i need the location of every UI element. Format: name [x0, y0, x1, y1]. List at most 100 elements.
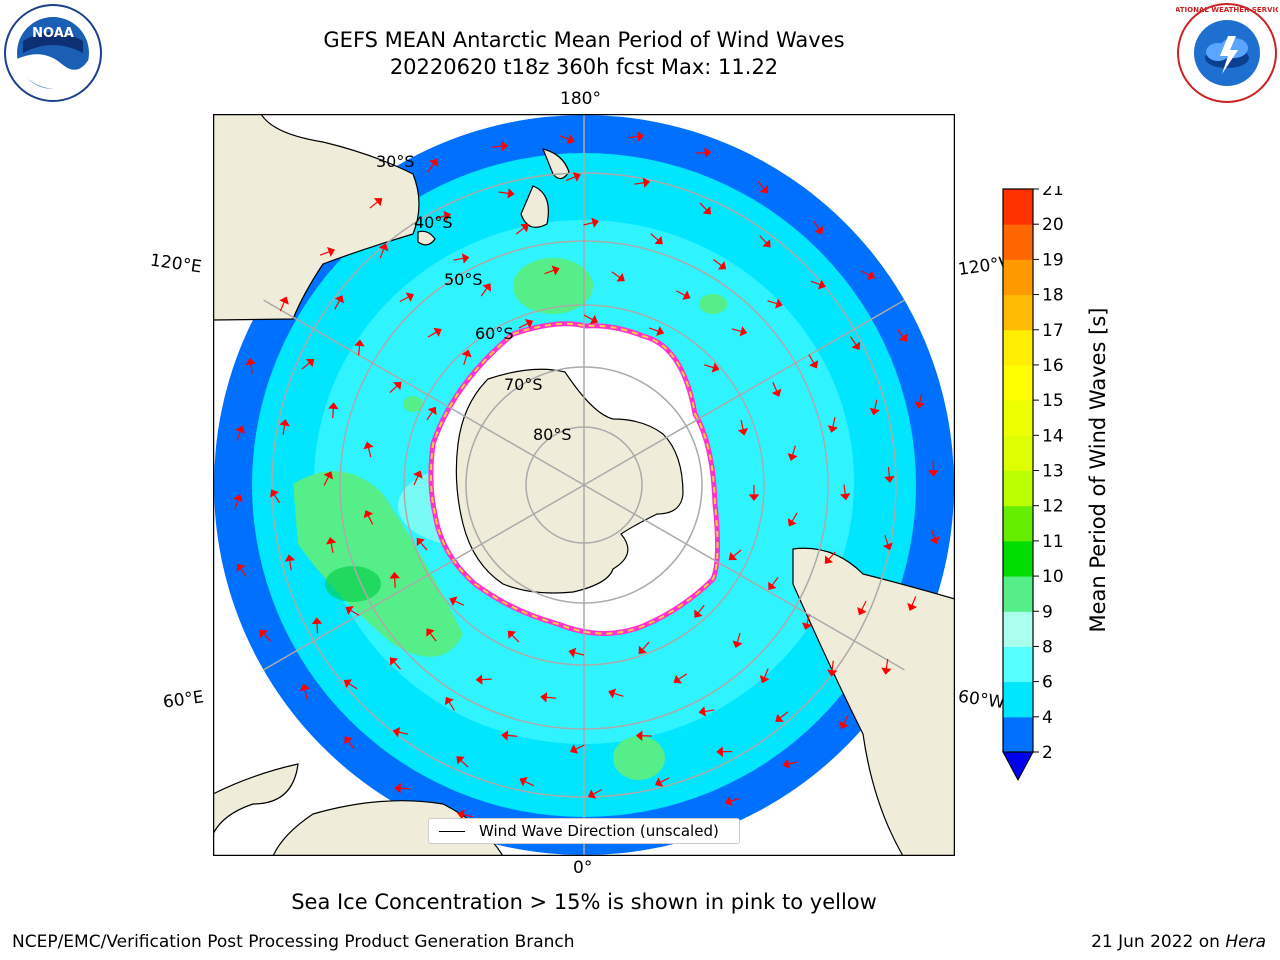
credit-text: NCEP/EMC/Verification Post Processing Pr… — [12, 932, 575, 952]
wave-arrow-shaft — [676, 290, 686, 297]
wave-arrow-head — [519, 776, 528, 787]
wave-arrow-shaft — [289, 560, 292, 571]
wave-arrow-head — [570, 744, 579, 754]
wave-arrow-shaft — [832, 417, 836, 428]
wave-arrow-shaft — [813, 220, 820, 230]
map-legend: Wind Wave Direction (unscaled) — [428, 818, 740, 844]
wave-arrow-head — [392, 727, 401, 738]
wave-arrow-shaft — [394, 577, 396, 588]
wave-arrow-shaft — [767, 300, 778, 305]
wave-arrow-shaft — [348, 682, 358, 690]
wave-arrow-shaft — [420, 542, 428, 551]
wave-arrow-head — [326, 537, 337, 545]
wave-arrow-head — [323, 471, 333, 480]
wave-arrow-head — [568, 647, 577, 658]
wave-arrow-shaft — [462, 813, 473, 818]
wave-arrow-shaft — [565, 176, 576, 182]
wave-arrow-head — [482, 283, 491, 292]
wave-arrow-head — [311, 617, 323, 625]
wave-arrow-head — [444, 696, 454, 706]
wave-arrow-head — [907, 602, 918, 612]
colorbar-block — [1003, 576, 1033, 612]
wave-arrow-head — [716, 746, 723, 758]
wave-arrow-shaft — [628, 135, 639, 139]
wave-arrow-head — [433, 327, 442, 337]
wave-arrow-shaft — [884, 535, 889, 545]
wave-arrow-shaft — [740, 419, 744, 430]
wave-arrow-shaft — [930, 529, 936, 539]
wave-arrow-head — [449, 596, 458, 607]
wave-arrow-head — [461, 253, 470, 264]
colorbar-tick-label: 21 — [1042, 186, 1064, 200]
wave-arrow-head — [929, 536, 940, 545]
wave-arrow-head — [608, 688, 617, 699]
colorbar-tick-label: 10 — [1042, 567, 1064, 587]
wave-arrow-shaft — [885, 658, 889, 669]
colorbar-tick-label: 13 — [1042, 462, 1064, 482]
wave-arrow-shaft — [263, 633, 272, 642]
wave-arrow-shaft — [453, 257, 464, 261]
lon-label-180: 180° — [560, 89, 601, 109]
wave-arrow-shaft — [369, 201, 379, 209]
wave-arrow-head — [824, 555, 834, 564]
lat-label-40s: 40°S — [414, 213, 453, 232]
wave-arrow-shaft — [426, 411, 434, 421]
wave-arrow-head — [284, 554, 296, 562]
lat-label-80s: 80°S — [533, 425, 572, 444]
colorbar-tick-label: 2 — [1042, 743, 1053, 763]
wave-arrow-shaft — [713, 259, 722, 267]
wave-arrow-head — [235, 425, 246, 434]
wave-arrow-shaft — [279, 301, 285, 312]
wave-arrow-head — [759, 185, 769, 194]
colorbar-tick-label: 9 — [1042, 602, 1053, 622]
machine-name: Hera — [1225, 932, 1266, 952]
wave-arrow-shaft — [887, 467, 891, 478]
lat-label-50s: 50°S — [444, 270, 483, 289]
wave-arrow-head — [826, 669, 838, 677]
wave-arrow-shaft — [393, 661, 401, 670]
wave-arrow-shaft — [648, 327, 659, 332]
wave-arrow-head — [782, 758, 790, 769]
graticule — [214, 115, 954, 855]
wave-arrow-head — [702, 206, 711, 215]
wave-arrow-shaft — [282, 424, 286, 435]
sea-ice-note: Sea Ice Concentration > 15% is shown in … — [291, 890, 877, 914]
wave-arrow-shaft — [592, 788, 603, 795]
wave-arrow-shaft — [574, 651, 585, 656]
wave-arrow-head — [724, 796, 733, 807]
legend-line-swatch — [439, 831, 465, 832]
colorbar-tick-label: 11 — [1042, 532, 1064, 552]
lon-label-60e: 60°E — [161, 687, 206, 713]
wave-arrow-shaft — [850, 336, 857, 346]
wave-arrow-shaft — [429, 632, 437, 642]
wave-arrow-head — [279, 296, 289, 305]
colorbar-tick-label: 17 — [1042, 321, 1064, 341]
lat-label-70s: 70°S — [504, 375, 543, 394]
new-zealand-landmass — [520, 148, 570, 228]
wave-arrow-head — [914, 401, 925, 409]
wave-arrow-shaft — [810, 280, 821, 286]
wave-arrow-shaft — [772, 382, 778, 392]
wave-arrow-head — [354, 339, 365, 347]
wave-arrow-head — [654, 777, 664, 787]
nws-logo-text: NATIONAL WEATHER SERVICE — [1176, 6, 1278, 14]
wave-arrow-shaft — [347, 740, 355, 750]
wave-arrow-shaft — [304, 689, 308, 700]
wave-arrow-head — [327, 246, 335, 257]
wave-arrow-shaft — [791, 445, 796, 456]
wave-arrow-shaft — [831, 660, 834, 671]
wave-arrow-head — [507, 630, 517, 640]
wave-arrow-head — [426, 628, 435, 637]
colorbar-tick-label: 8 — [1042, 637, 1053, 657]
colorbar-block — [1003, 329, 1033, 366]
wave-arrow-shaft — [861, 600, 867, 611]
wave-arrow-shaft — [413, 475, 419, 486]
wave-arrow-head — [334, 295, 344, 304]
colorbar-extend-triangle — [1002, 751, 1034, 782]
wave-arrow-head — [501, 730, 509, 741]
wave-arrow-head — [884, 475, 895, 483]
wave-arrow-head — [500, 140, 509, 152]
wave-arrow-shaft — [427, 163, 435, 173]
colorbar-block — [1003, 189, 1033, 225]
wave-arrow-head — [507, 188, 515, 199]
